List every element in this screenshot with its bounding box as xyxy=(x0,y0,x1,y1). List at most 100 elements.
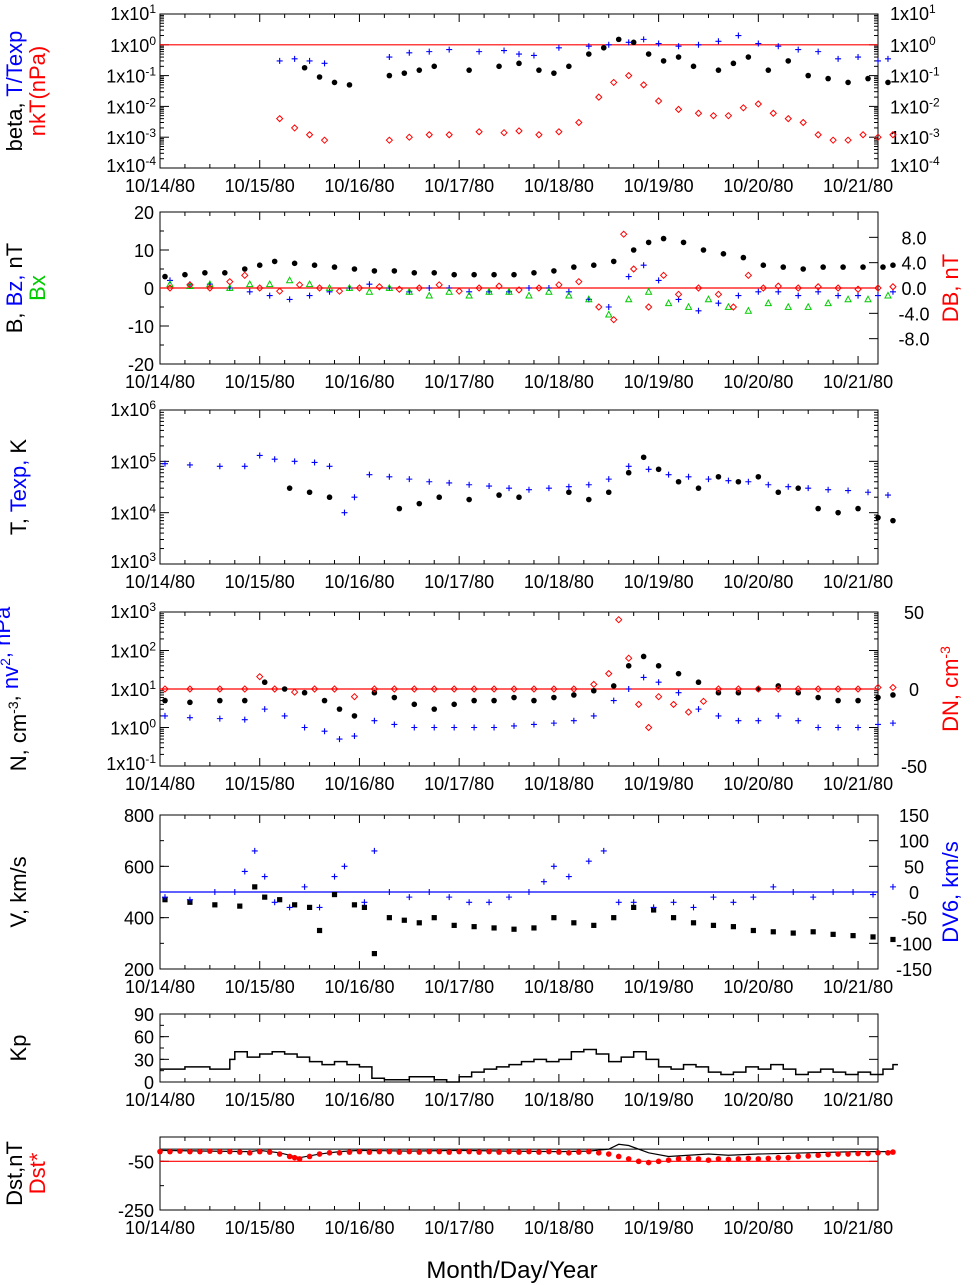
y-right-tick-label: 1x10-1 xyxy=(890,65,940,87)
data-point xyxy=(331,891,338,898)
data-point xyxy=(550,863,557,870)
data-point xyxy=(830,889,837,895)
data-point xyxy=(326,288,333,295)
x-tick-label: 10/17/80 xyxy=(424,977,494,997)
data-point xyxy=(270,685,279,693)
data-point xyxy=(625,686,632,692)
x-tick-label: 10/15/80 xyxy=(225,372,295,392)
data-point xyxy=(815,694,821,701)
data-point xyxy=(470,685,478,693)
data-point xyxy=(640,674,647,681)
data-point xyxy=(575,118,583,127)
data-point xyxy=(161,894,168,901)
data-point xyxy=(371,847,378,854)
data-point xyxy=(735,717,742,724)
data-point xyxy=(604,310,613,318)
data-point xyxy=(640,36,647,43)
series-0 xyxy=(301,36,891,88)
data-point xyxy=(186,714,193,721)
data-point xyxy=(550,720,557,727)
data-point xyxy=(161,712,168,719)
data-point xyxy=(864,295,872,303)
x-tick-label: 10/16/80 xyxy=(324,1090,394,1110)
data-point xyxy=(730,899,737,906)
series-1 xyxy=(161,452,891,516)
y-tick-label-exponent: -2 xyxy=(145,95,156,109)
data-point xyxy=(291,1154,298,1161)
data-point xyxy=(411,724,418,731)
x-tick-label: 10/18/80 xyxy=(524,372,594,392)
data-point xyxy=(605,304,612,310)
data-point xyxy=(197,1148,203,1155)
y-right-tick-label: 1x100 xyxy=(890,34,936,56)
data-point xyxy=(386,72,393,79)
data-point xyxy=(745,54,752,60)
data-point xyxy=(426,478,433,485)
data-point xyxy=(755,288,762,295)
data-point xyxy=(252,884,258,890)
y-tick-label-exponent: 1 xyxy=(149,2,156,16)
data-point xyxy=(715,473,722,480)
data-point xyxy=(586,496,592,503)
data-point xyxy=(162,697,168,704)
data-point xyxy=(371,689,378,696)
series-0 xyxy=(159,1143,893,1159)
data-point xyxy=(536,67,542,73)
y-tick-label-mantissa: 1x10 xyxy=(110,719,149,739)
data-point xyxy=(326,463,333,470)
data-point xyxy=(629,265,638,273)
data-point xyxy=(664,298,673,307)
data-point xyxy=(590,687,597,694)
x-tick-label: 10/21/80 xyxy=(823,1090,893,1110)
data-point xyxy=(889,720,896,727)
y-tick-label: 1x10-1 xyxy=(106,752,156,774)
data-point xyxy=(331,264,338,270)
x-tick-label: 10/19/80 xyxy=(624,372,694,392)
data-point xyxy=(311,262,318,269)
data-point xyxy=(410,685,418,693)
x-tick-label: 10/16/80 xyxy=(324,1218,394,1238)
series-2 xyxy=(275,71,897,144)
y-tick-label-exponent: -1 xyxy=(145,752,156,766)
data-point xyxy=(625,39,632,46)
data-point xyxy=(595,303,603,311)
x-tick-label: 10/20/80 xyxy=(723,572,793,592)
data-point xyxy=(465,291,473,299)
data-point xyxy=(750,927,756,934)
series-0 xyxy=(162,235,896,280)
data-point xyxy=(655,40,662,47)
data-point xyxy=(640,454,647,461)
data-point xyxy=(804,302,813,310)
data-point xyxy=(157,1148,163,1155)
data-point xyxy=(590,680,598,689)
data-point xyxy=(795,1153,802,1160)
data-point xyxy=(446,46,453,53)
data-point xyxy=(411,701,418,708)
data-point xyxy=(859,131,867,139)
data-point xyxy=(750,894,757,901)
x-tick-label: 10/21/80 xyxy=(823,176,893,196)
y-tick-label-exponent: 3 xyxy=(149,600,156,614)
data-point xyxy=(491,724,498,731)
data-point xyxy=(405,287,414,295)
data-point xyxy=(785,483,792,490)
data-point xyxy=(680,239,687,246)
data-point xyxy=(246,288,253,295)
data-point xyxy=(695,706,702,713)
data-point xyxy=(426,1148,433,1155)
y-right-tick-label-exponent: -1 xyxy=(929,65,940,79)
data-point xyxy=(865,1150,871,1157)
data-point xyxy=(365,287,374,295)
data-point xyxy=(586,51,592,57)
y-tick-label-mantissa: 1x10 xyxy=(106,156,145,176)
data-point xyxy=(889,131,897,139)
data-point xyxy=(401,917,407,923)
data-point xyxy=(600,847,607,854)
y-axis-title-part: nkT(nPa) xyxy=(25,46,50,136)
data-point xyxy=(655,466,662,473)
data-point xyxy=(226,277,234,286)
y-tick-label: 1x105 xyxy=(110,450,156,472)
data-point xyxy=(815,48,822,55)
data-point xyxy=(675,670,682,677)
data-point xyxy=(855,505,861,512)
